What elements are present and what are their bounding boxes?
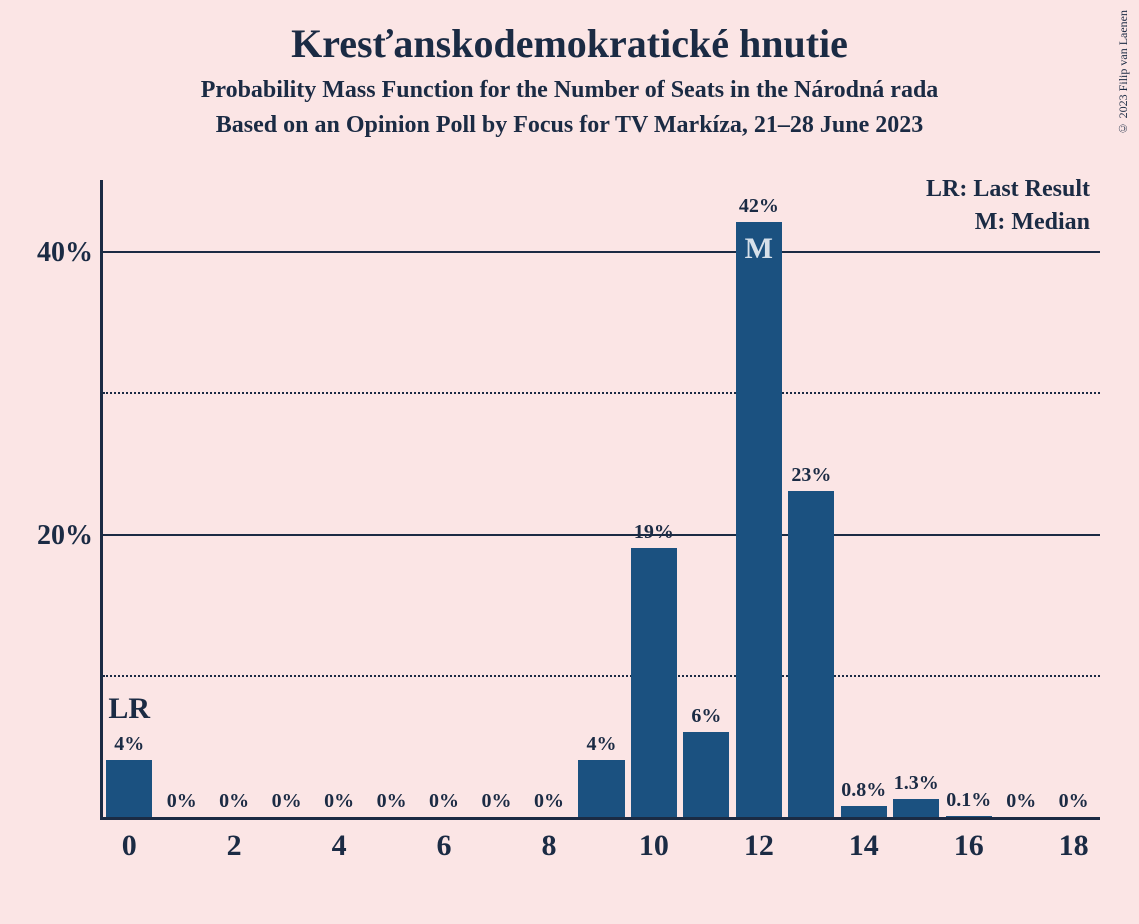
x-axis-tick-label: 0 [122,829,137,863]
bar-value-label: 0% [534,790,564,813]
bar-slot: 4%LR0 [103,180,155,817]
chart-canvas: © 2023 Filip van Laenen Kresťanskodemokr… [0,0,1139,924]
bar-slot: 1.3% [890,180,942,817]
bar-slot: 0% [995,180,1047,817]
bar-slot: 0% [260,180,312,817]
bar: 0.1% [946,816,992,817]
bar-slot: 0%8 [523,180,575,817]
bar-slot: 0%6 [418,180,470,817]
bar-slot: 0.1%16 [943,180,995,817]
x-axis-tick-label: 10 [639,829,669,863]
bar-value-label: 23% [791,464,831,487]
bar-value-label: 0% [324,790,354,813]
bar-value-label: 0% [1006,790,1036,813]
bar: 23% [788,491,834,817]
bar-value-label: 0% [1059,790,1089,813]
x-axis-tick-label: 6 [437,829,452,863]
y-axis-tick-label: 20% [37,520,93,552]
bar: 0.8% [841,806,887,817]
bar-slot: 6% [680,180,732,817]
bar-slot: 19%10 [628,180,680,817]
last-result-marker: LR [108,692,150,726]
bar: 19% [631,548,677,817]
bar: 42%M [736,222,782,817]
bar-slot: 0.8%14 [838,180,890,817]
bars-container: 4%LR00%0%20%0%40%0%60%0%84%19%106%42%M12… [103,180,1100,817]
bar-value-label: 0% [272,790,302,813]
bar-slot: 0% [365,180,417,817]
x-axis-tick-label: 12 [744,829,774,863]
bar: 1.3% [893,799,939,817]
chart-source: Based on an Opinion Poll by Focus for TV… [0,112,1139,139]
bar-value-label: 6% [691,705,721,728]
copyright-note: © 2023 Filip van Laenen [1116,10,1131,135]
median-marker: M [745,232,773,266]
bar: 4% [578,760,624,817]
bar-value-label: 0% [167,790,197,813]
x-axis-tick-label: 16 [954,829,984,863]
bar-value-label: 4% [114,733,144,756]
x-axis-tick-label: 8 [541,829,556,863]
bar: 4% [106,760,152,817]
bar-value-label: 4% [586,733,616,756]
bar-slot: 0%4 [313,180,365,817]
bar-slot: 0% [470,180,522,817]
bar-slot: 23% [785,180,837,817]
bar: 6% [683,732,729,817]
bar-slot: 0%18 [1047,180,1099,817]
bar-value-label: 42% [739,195,779,218]
plot-area: LR: Last Result M: Median 20%40% 4%LR00%… [100,180,1100,820]
bar-value-label: 1.3% [894,772,939,795]
x-axis-tick-label: 2 [227,829,242,863]
bar-value-label: 19% [634,521,674,544]
bar-slot: 0%2 [208,180,260,817]
chart-title: Kresťanskodemokratické hnutie [0,20,1139,67]
x-axis-tick-label: 4 [332,829,347,863]
bar-slot: 4% [575,180,627,817]
chart-subtitle: Probability Mass Function for the Number… [0,77,1139,104]
titles-block: Kresťanskodemokratické hnutie Probabilit… [0,0,1139,139]
bar-value-label: 0.1% [946,789,991,812]
y-axis-tick-label: 40% [37,237,93,269]
x-axis-tick-label: 14 [849,829,879,863]
bar-value-label: 0% [429,790,459,813]
bar-value-label: 0% [482,790,512,813]
x-axis-tick-label: 18 [1059,829,1089,863]
bar-slot: 42%M12 [733,180,785,817]
bar-value-label: 0% [219,790,249,813]
bar-value-label: 0.8% [841,779,886,802]
bar-value-label: 0% [377,790,407,813]
bar-slot: 0% [155,180,207,817]
